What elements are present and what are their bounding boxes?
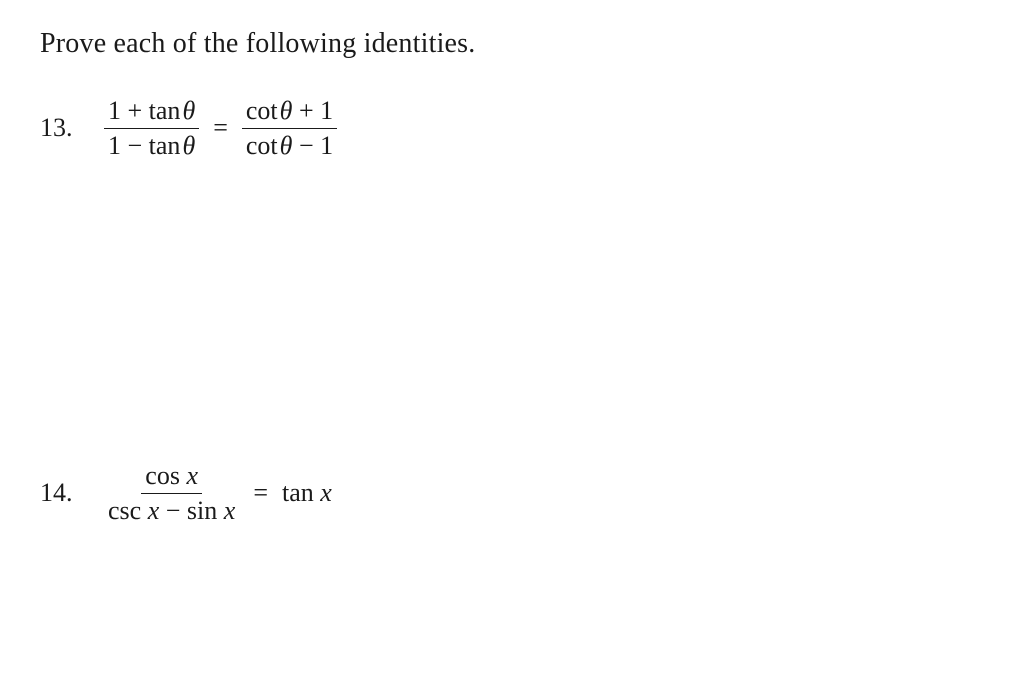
equation: 1 + tanθ 1 − tanθ = cotθ + 1 cotθ − 1 (104, 96, 337, 161)
rhs-numerator: cotθ + 1 (242, 96, 337, 129)
problem-13: 13. 1 + tanθ 1 − tanθ = cotθ + 1 cotθ − … (40, 96, 984, 161)
text: 1 + tanθ (108, 96, 195, 125)
page: Prove each of the following identities. … (0, 0, 1024, 554)
lhs-denominator: csc x − sin x (104, 494, 239, 526)
problem-14: 14. cos x csc x − sin x = tan x (40, 461, 984, 526)
text: cos x (145, 461, 198, 490)
lhs-fraction: cos x csc x − sin x (104, 461, 239, 526)
equals-sign: = (213, 113, 228, 143)
lhs-numerator: 1 + tanθ (104, 96, 199, 129)
section-heading: Prove each of the following identities. (40, 28, 984, 60)
equals-sign: = (253, 478, 268, 508)
problem-number: 14. (40, 478, 104, 508)
rhs-denominator: cotθ − 1 (242, 129, 337, 161)
text: cotθ − 1 (246, 131, 333, 160)
text: cotθ + 1 (246, 96, 333, 125)
text: 1 − tanθ (108, 131, 195, 160)
lhs-denominator: 1 − tanθ (104, 129, 199, 161)
rhs-inline: tan x (282, 478, 332, 508)
rhs-fraction: cotθ + 1 cotθ − 1 (242, 96, 337, 161)
lhs-fraction: 1 + tanθ 1 − tanθ (104, 96, 199, 161)
lhs-numerator: cos x (141, 461, 202, 494)
equation: cos x csc x − sin x = tan x (104, 461, 332, 526)
problem-number: 13. (40, 113, 104, 143)
text: csc x − sin x (108, 496, 235, 525)
